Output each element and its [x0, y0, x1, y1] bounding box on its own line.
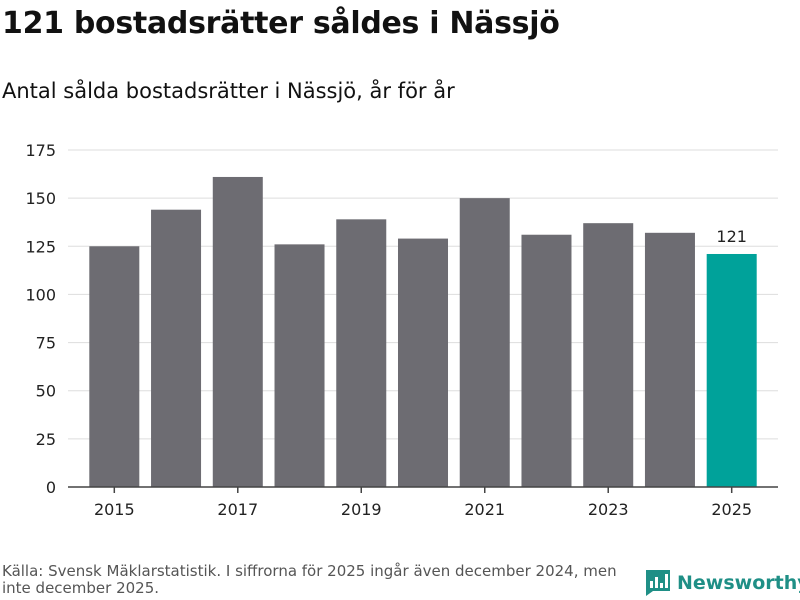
- axes: 0 25 50 75 100 125 150 175 2015 2017 2019 2021 2023 2…: [25, 141, 778, 519]
- y-tick-label-25: 25: [36, 430, 56, 449]
- x-tick-label-2021: 2021: [464, 500, 505, 519]
- data-labels: 121: [716, 227, 747, 246]
- bar-2025: [706, 253, 757, 487]
- x-tick-label-2019: 2019: [341, 500, 382, 519]
- y-tick-label-0: 0: [46, 478, 56, 497]
- bar-chart: 0 25 50 75 100 125 150 175 2015 2017 2019 2021 2023 2…: [25, 141, 778, 519]
- y-tick-label-175: 175: [25, 141, 56, 160]
- x-tick-label-2023: 2023: [588, 500, 629, 519]
- bar-2023: [583, 223, 634, 488]
- data-label-2025: 121: [716, 227, 747, 246]
- bar-2017: [212, 176, 263, 487]
- y-tick-label-150: 150: [25, 189, 56, 208]
- bar-2021: [459, 198, 510, 487]
- bar-2024: [644, 232, 695, 487]
- x-tick-label-2017: 2017: [217, 500, 258, 519]
- y-tick-label-125: 125: [25, 237, 56, 256]
- chart-subtitle: Antal sålda bostadsrätter i Nässjö, år f…: [2, 79, 455, 103]
- chart-logo-icon: [646, 570, 670, 596]
- source-note: Källa: Svensk Mäklarstatistik. I siffror…: [2, 562, 617, 597]
- bar-2015: [89, 246, 140, 487]
- bar-2018: [274, 244, 325, 487]
- bars: [89, 176, 757, 488]
- bar-2022: [521, 234, 572, 487]
- x-tick-label-2015: 2015: [94, 500, 135, 519]
- bar-2019: [336, 219, 387, 487]
- y-tick-label-100: 100: [25, 285, 56, 304]
- brand-logo[interactable]: Newsworthy: [645, 569, 800, 597]
- x-tick-label-2025: 2025: [711, 500, 752, 519]
- y-tick-label-50: 50: [36, 382, 56, 401]
- chart-title: 121 bostadsrätter såldes i Nässjö: [2, 6, 560, 41]
- y-tick-label-75: 75: [36, 334, 56, 353]
- bar-2016: [151, 209, 202, 487]
- brand-name: Newsworthy: [677, 572, 800, 594]
- bar-2020: [397, 238, 449, 487]
